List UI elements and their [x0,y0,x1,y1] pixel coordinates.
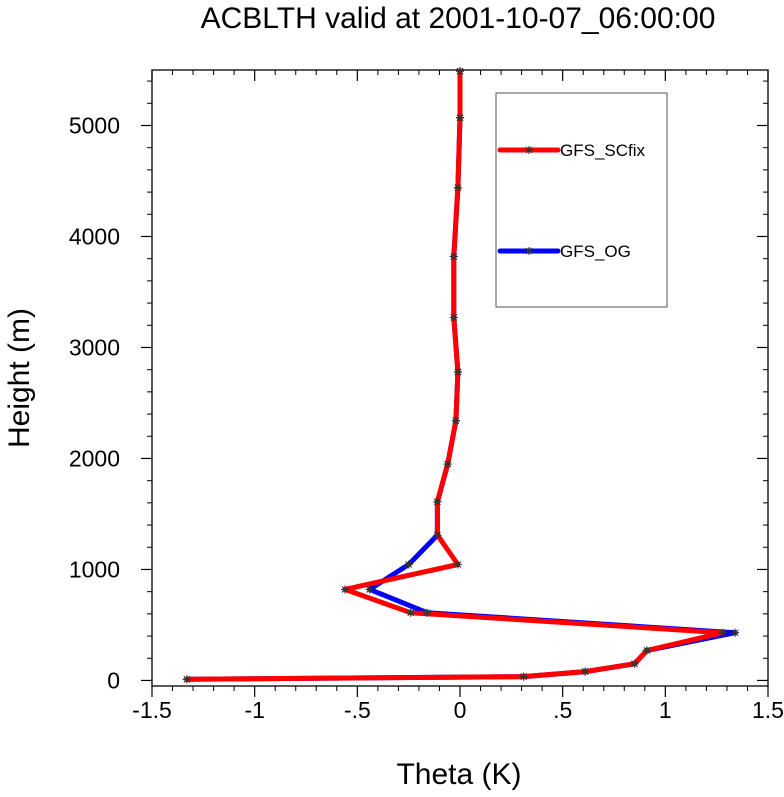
point-marker-gfs-scfix [456,113,464,122]
point-marker-gfs-scfix [433,531,442,540]
point-marker-gfs-scfix [519,672,528,681]
plot-area: -1.5 -1 -.5 0 .5 1 1.5 0 1000 2000 3000 4000 5000 [69,67,784,723]
point-marker-gfs-scfix [718,628,727,637]
legend: GFS_SCfix GFS_OG [495,92,668,308]
point-marker-gfs-scfix [451,416,460,425]
major-ticks [141,70,769,697]
legend-star-gfs-scfix [525,146,533,154]
chart-title: ACBLTH valid at 2001-10-07_06:00:00 [201,2,716,35]
y-tick-label: 3000 [69,334,120,360]
x-tick-label: -1.5 [132,697,172,723]
point-marker-gfs-og [404,560,413,569]
point-marker-gfs-scfix [581,667,590,676]
x-tick-label: -.5 [344,697,371,723]
y-tick-label: 1000 [69,556,120,582]
point-marker-gfs-scfix [642,646,651,655]
point-marker-gfs-scfix [456,67,464,76]
x-tick-label: 1.5 [752,697,784,723]
legend-box [495,92,668,308]
point-marker-gfs-scfix [630,659,639,668]
point-marker-gfs-scfix [443,460,452,469]
x-tick-label: .5 [553,697,572,723]
legend-label-gfs-scfix: GFS_SCfix [560,141,646,160]
point-marker-gfs-scfix [449,252,458,261]
x-axis-label: Theta (K) [396,758,521,791]
y-tick-label: 2000 [69,445,120,471]
point-marker-gfs-scfix [341,585,350,594]
y-axis-label: Height (m) [3,308,36,448]
x-tick-label: 1 [659,697,672,723]
y-tick-label: 0 [107,667,120,693]
point-marker-gfs-scfix [406,608,415,617]
point-marker-gfs-og [365,585,374,594]
x-tick-labels: -1.5 -1 -.5 0 .5 1 1.5 [132,697,784,723]
y-tick-label: 4000 [69,223,120,249]
y-tick-label: 5000 [69,112,120,138]
point-marker-gfs-scfix [453,560,462,569]
y-tick-labels: 0 1000 2000 3000 4000 5000 [69,112,120,693]
series-markers [182,67,740,684]
legend-star-gfs-og [525,247,533,255]
point-marker-gfs-og [731,628,740,637]
legend-label-gfs-og: GFS_OG [560,242,631,261]
point-marker-gfs-scfix [453,367,462,376]
minor-ticks [147,70,768,691]
legend-marker-gfs-scfix [525,146,533,154]
point-marker-gfs-scfix [182,675,191,684]
x-tick-label: -1 [244,697,264,723]
x-tick-label: 0 [454,697,467,723]
point-marker-gfs-scfix [449,313,458,322]
point-marker-gfs-scfix [433,497,442,506]
point-marker-gfs-scfix [453,183,462,192]
point-marker-gfs-og [423,608,432,617]
legend-marker-gfs-og [525,247,533,255]
